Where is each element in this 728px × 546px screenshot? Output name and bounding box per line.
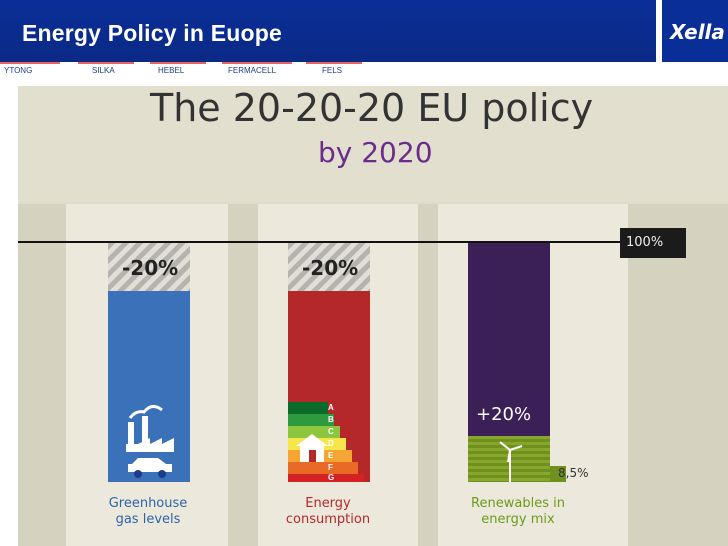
brand-divider <box>0 62 60 64</box>
reference-line <box>18 241 628 243</box>
energy-class-e-label: E <box>328 451 334 460</box>
xella-logo[interactable]: Xella <box>670 20 725 44</box>
stripe <box>18 204 66 546</box>
brand-divider <box>222 62 292 64</box>
brand-divider <box>150 62 206 64</box>
energy-class-d-label: D <box>328 439 334 448</box>
stripe <box>228 204 258 546</box>
consumption-reduction-label: -20% <box>302 256 359 280</box>
greenhouse-caption: Greenhouse gas levels <box>78 496 218 528</box>
greenhouse-reduction-label: -20% <box>122 256 179 280</box>
wind-turbine-icon <box>499 441 523 482</box>
energy-class-c-label: C <box>328 427 334 436</box>
energy-class-g-label: G <box>328 473 335 482</box>
energy-class-a: A <box>288 402 334 414</box>
energy-class-f: F <box>288 462 358 474</box>
consumption-caption-line2: consumption <box>285 512 371 527</box>
renewables-caption-line1: Renewables in <box>471 496 565 511</box>
energy-class-g: G <box>288 474 364 482</box>
greenhouse-reduction-hatch <box>108 243 190 291</box>
energy-class-c: C <box>288 426 340 438</box>
stripe <box>628 204 728 546</box>
consumption-caption-line1: Energy <box>305 496 351 511</box>
slide-header-area <box>18 86 728 202</box>
brand-silka[interactable]: SILKA <box>92 66 115 75</box>
greenhouse-caption-line2: gas levels <box>115 512 181 527</box>
brand-fels[interactable]: FELS <box>322 66 343 75</box>
energy-class-b: B <box>288 414 334 426</box>
current-share-block <box>550 466 566 482</box>
slide-subhead: by 2020 <box>318 136 433 169</box>
factory-car-icon <box>126 405 174 478</box>
logo-box: Xella <box>656 0 728 62</box>
brand-divider <box>306 62 362 64</box>
page-title: Energy Policy in Euope <box>22 20 283 46</box>
energy-class-a-label: A <box>328 403 334 412</box>
stripe <box>418 204 438 546</box>
energy-class-f-label: F <box>328 463 333 472</box>
current-share-label: 8,5% <box>558 466 589 480</box>
consumption-reduction-hatch <box>288 243 370 291</box>
renewables-caption-line2: energy mix <box>481 512 555 527</box>
reference-label: 100% <box>620 228 686 258</box>
slide-headline: The 20-20-20 EU policy <box>150 86 594 130</box>
brand-bar: YTONG SILKA HEBEL FERMACELL FELS <box>0 62 728 82</box>
renewables-caption: Renewables in energy mix <box>448 496 588 528</box>
renewables-bar-label: +20% <box>476 404 532 425</box>
house-icon <box>296 434 328 462</box>
brand-ytong[interactable]: YTONG <box>4 66 33 75</box>
consumption-caption: Energy consumption <box>258 496 398 528</box>
energy-class-b-label: B <box>328 415 334 424</box>
header-bar: Energy Policy in Euope Xella <box>0 0 728 62</box>
brand-hebel[interactable]: HEBEL <box>158 66 185 75</box>
brand-fermacell[interactable]: FERMACELL <box>228 66 277 75</box>
renewables-bar <box>468 243 550 436</box>
brand-divider <box>78 62 134 64</box>
policy-slide: The 20-20-20 EU policy by 2020 100% -20%… <box>18 86 728 546</box>
greenhouse-caption-line1: Greenhouse <box>108 496 188 511</box>
